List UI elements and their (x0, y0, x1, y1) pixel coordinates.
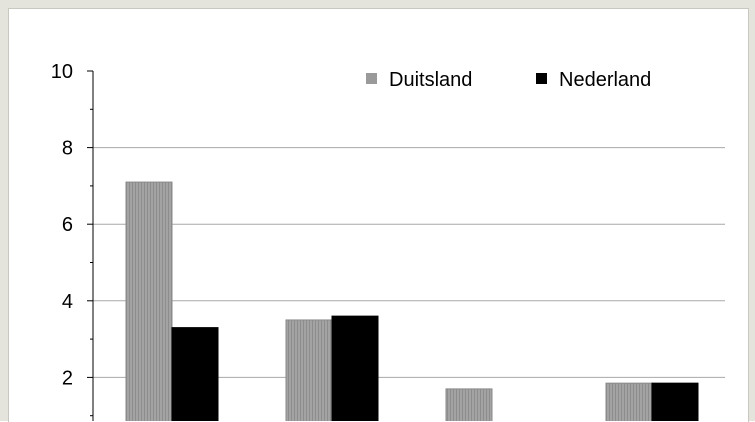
bar-nederland (331, 315, 379, 421)
legend-swatch-nederland (536, 73, 547, 84)
y-tick-label: 10 (51, 61, 73, 83)
legend-label-duitsland: Duitsland (389, 69, 472, 91)
bar-nederland (171, 327, 219, 421)
y-tick-label: 2 (62, 367, 73, 389)
legend: Duitsland Nederland (366, 69, 651, 91)
y-tick-label: 8 (62, 138, 73, 160)
y-axis: 2 4 6 8 10 (51, 61, 94, 421)
bar-duitsland (285, 319, 333, 421)
bar-duitsland (605, 382, 653, 421)
bar-nederland (651, 382, 699, 421)
y-tick-label: 6 (62, 214, 73, 236)
legend-label-nederland: Nederland (559, 69, 651, 91)
bar-duitsland (445, 388, 493, 421)
y-tick-label: 4 (62, 291, 73, 313)
bars (125, 181, 699, 421)
bar-duitsland (125, 181, 173, 421)
gridlines (93, 147, 725, 378)
legend-swatch-duitsland (366, 73, 377, 84)
